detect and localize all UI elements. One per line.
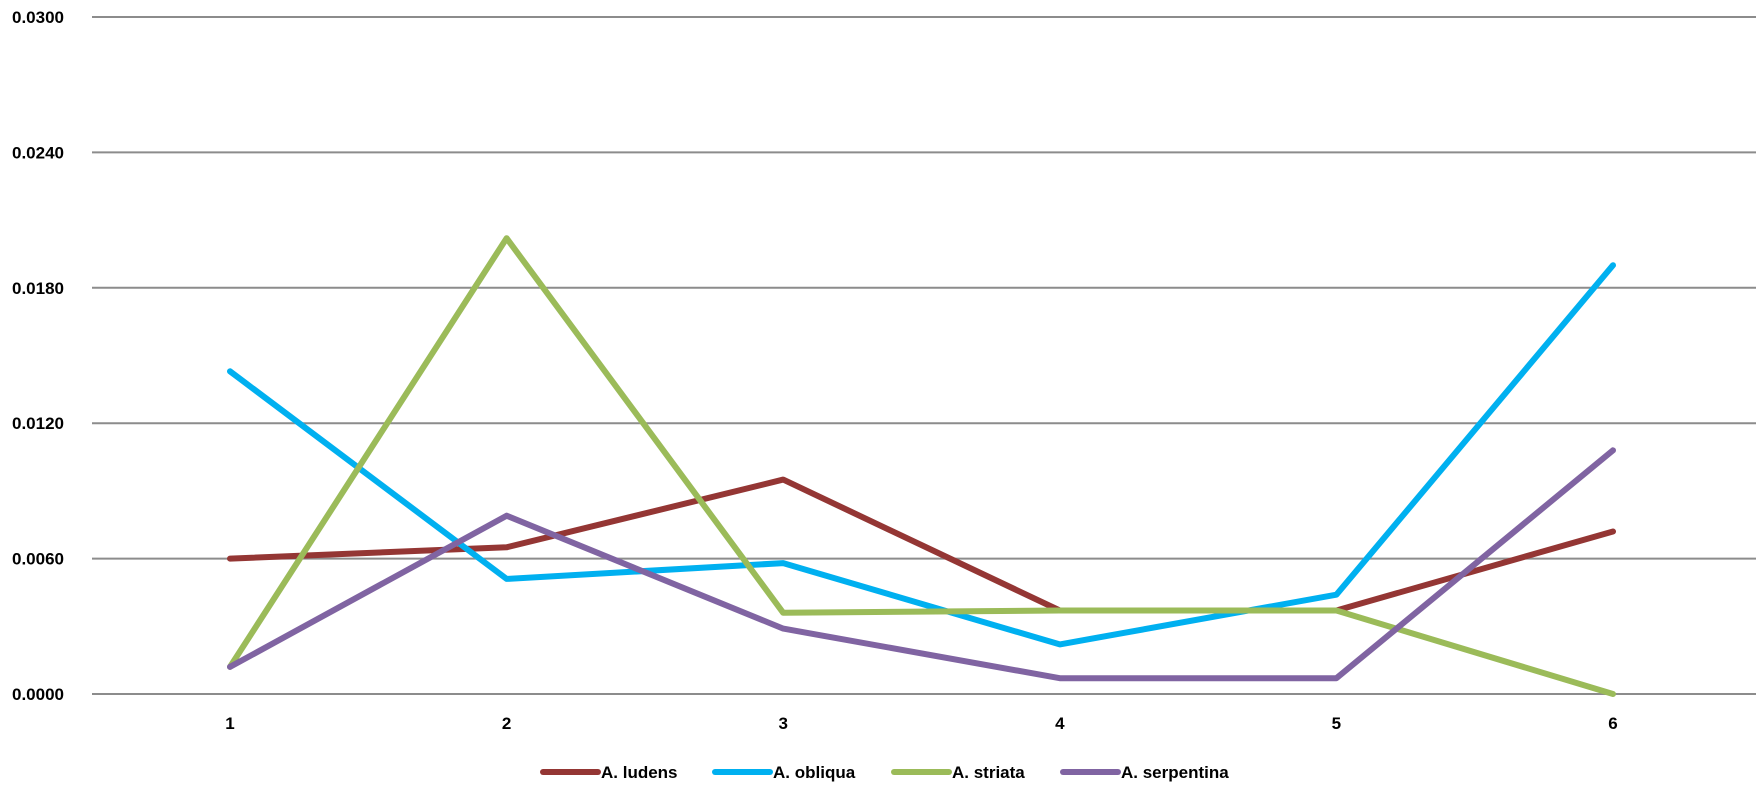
x-tick-label: 5 bbox=[1332, 714, 1341, 733]
y-tick-label: 0.0060 bbox=[12, 550, 64, 569]
x-tick-label: 4 bbox=[1055, 714, 1065, 733]
x-axis-ticks: 1 2 3 4 5 6 bbox=[225, 714, 1617, 733]
y-tick-label: 0.0300 bbox=[12, 8, 64, 27]
series-line-3 bbox=[230, 238, 1613, 694]
gridlines bbox=[92, 17, 1756, 694]
y-tick-label: 0.0120 bbox=[12, 414, 64, 433]
x-tick-label: 6 bbox=[1608, 714, 1617, 733]
series-line-2 bbox=[230, 265, 1613, 644]
y-tick-label: 0.0180 bbox=[12, 279, 64, 298]
legend: A. ludens A. obliqua A. striata A. serpenti… bbox=[543, 763, 1229, 782]
y-tick-label: 0.0240 bbox=[12, 143, 64, 162]
x-tick-label: 1 bbox=[225, 714, 234, 733]
legend-label: A. striata bbox=[952, 763, 1025, 782]
legend-label: A. obliqua bbox=[773, 763, 856, 782]
x-tick-label: 3 bbox=[778, 714, 787, 733]
y-axis-ticks: 0.0000 0.0060 0.0120 0.0180 0.0240 0.0300 bbox=[12, 8, 64, 704]
series-lines bbox=[230, 238, 1613, 694]
series-line-1 bbox=[230, 480, 1613, 611]
legend-label: A. ludens bbox=[601, 763, 678, 782]
legend-label: A. serpentina bbox=[1121, 763, 1229, 782]
y-tick-label: 0.0000 bbox=[12, 685, 64, 704]
series-line-4 bbox=[230, 450, 1613, 678]
x-tick-label: 2 bbox=[502, 714, 511, 733]
